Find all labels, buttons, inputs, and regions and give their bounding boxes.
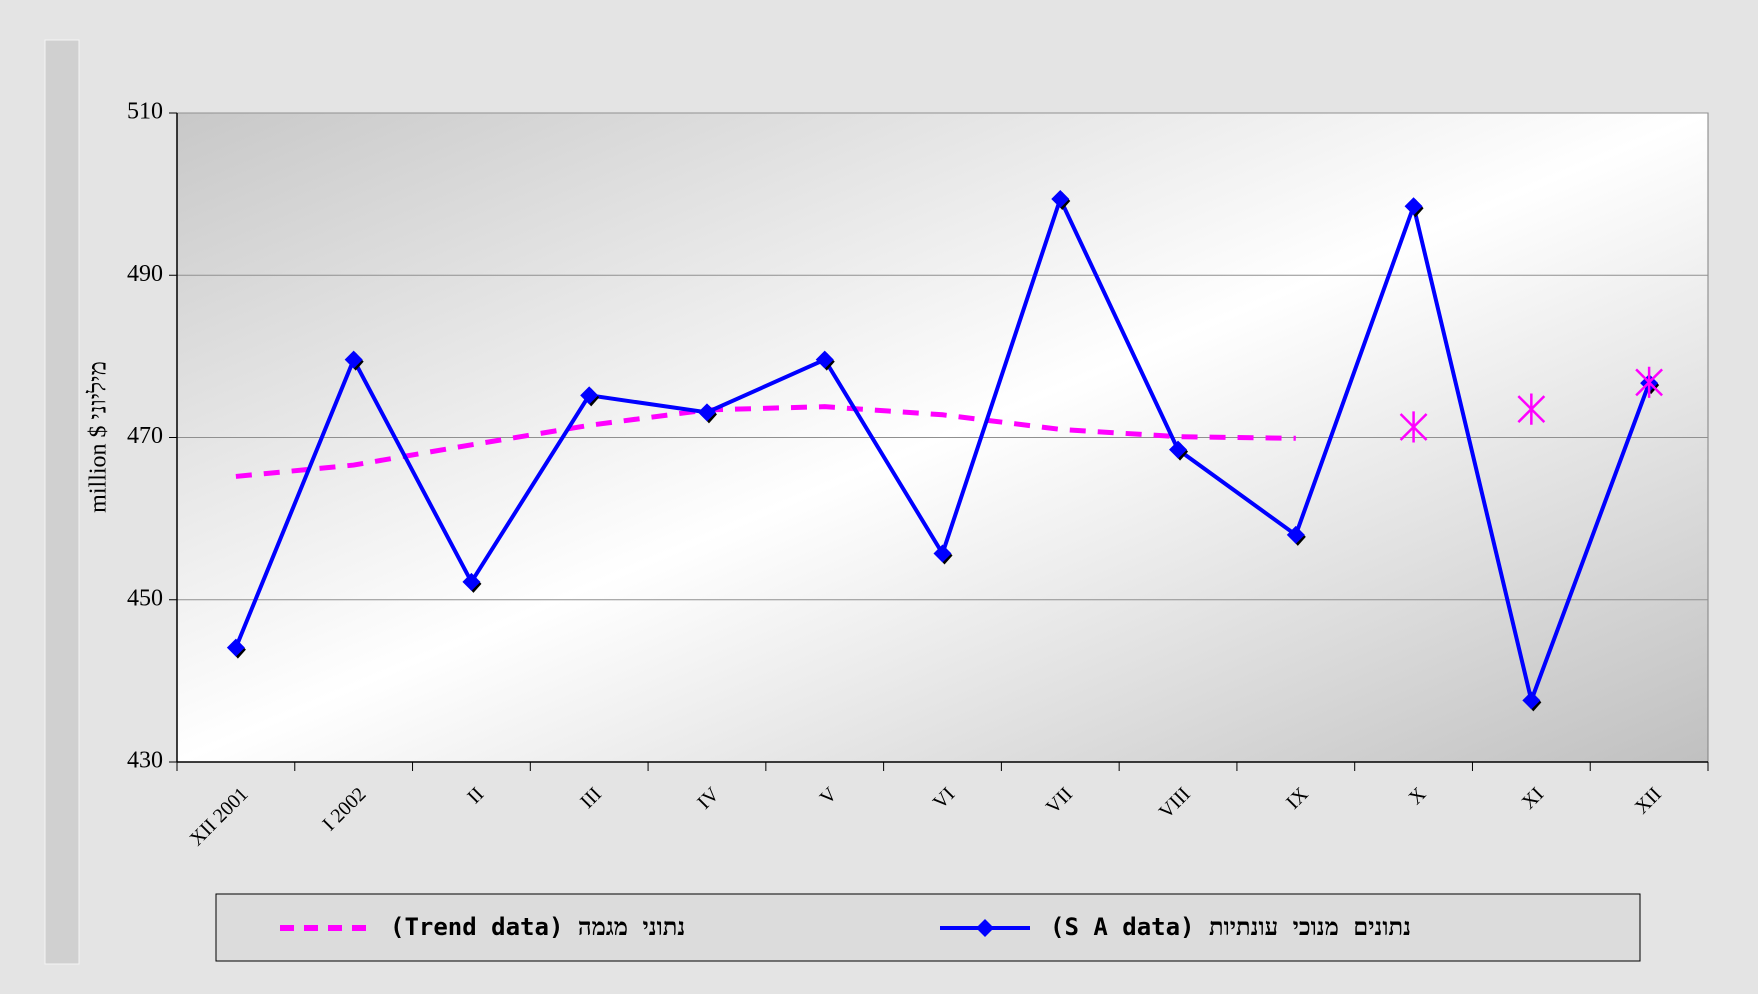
legend-label: (Trend data) נתוני מגמה (390, 913, 685, 941)
marker (344, 350, 363, 369)
y-tick-label: 450 (127, 585, 163, 611)
y-tick-label: 430 (127, 748, 163, 774)
marker (1051, 189, 1070, 208)
y-tick-label: 490 (127, 261, 163, 287)
legend-label: (S A data) נתונים מנוכי עונתיות (1050, 913, 1411, 941)
marker (1517, 393, 1546, 425)
y-tick-label: 470 (127, 423, 163, 449)
marker (580, 386, 599, 405)
side-stripe (44, 39, 80, 965)
y-axis-label: million $ מיליוני (86, 361, 112, 513)
series-line (235, 404, 1296, 479)
marker (815, 350, 834, 369)
marker (1635, 366, 1664, 398)
y-tick-label: 510 (127, 99, 163, 125)
marker (1169, 440, 1188, 459)
marker (1522, 691, 1541, 710)
marker (462, 572, 481, 591)
legend-marker (976, 919, 994, 937)
marker (226, 638, 245, 657)
marker (1286, 525, 1305, 544)
marker (1404, 197, 1423, 216)
marker (933, 544, 952, 563)
marker (697, 403, 716, 422)
marker (1399, 411, 1428, 443)
legend (215, 893, 1641, 962)
